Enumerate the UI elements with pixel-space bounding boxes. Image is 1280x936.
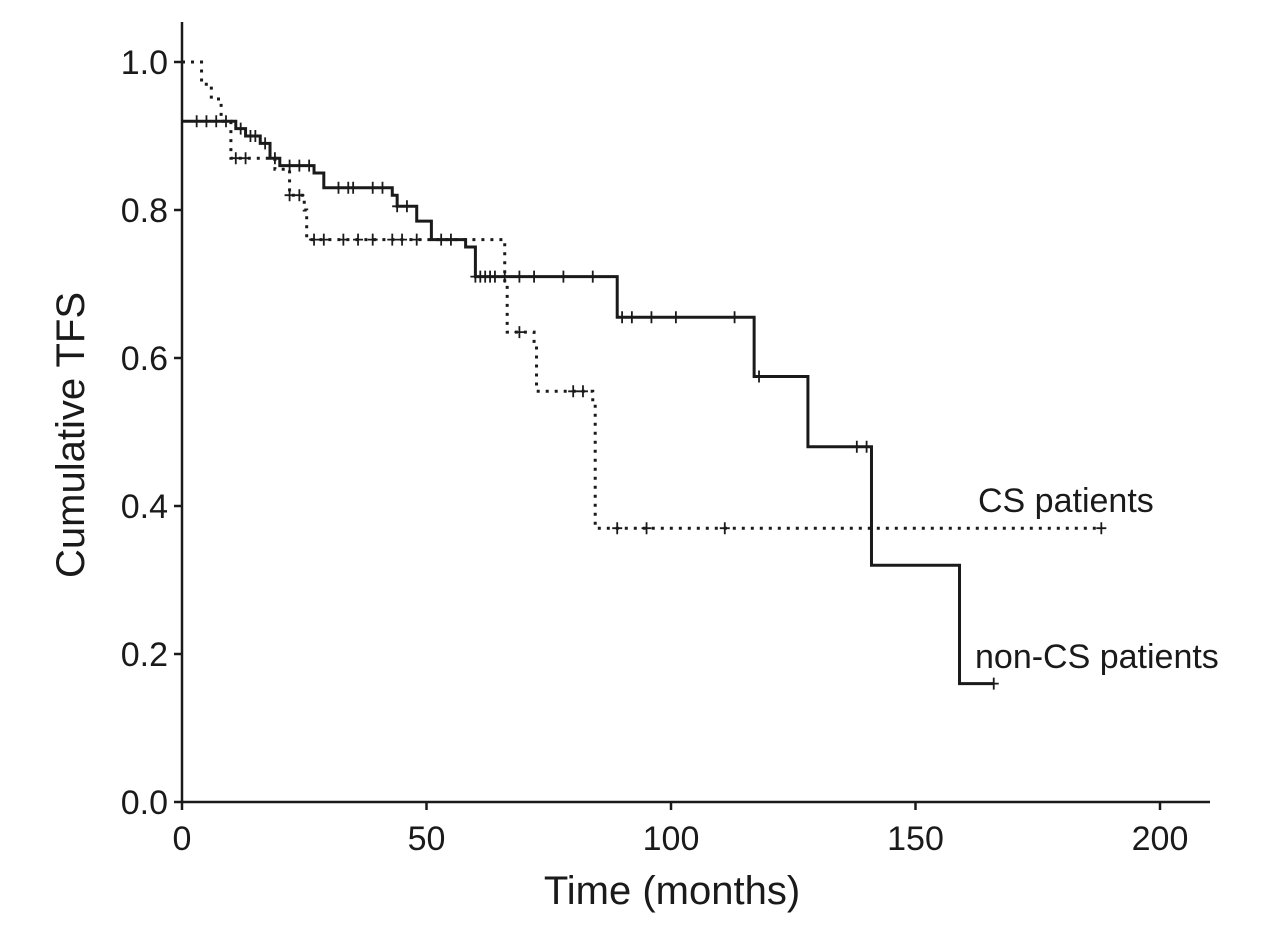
censor-mark: [411, 233, 422, 246]
censor-mark: [348, 181, 359, 194]
y-tick-label: 0.4: [121, 488, 168, 526]
censor-mark: [719, 522, 730, 535]
x-ticks: 0 50 100 150 200: [173, 802, 1189, 858]
censor-mark: [489, 270, 500, 283]
censor-mark: [221, 115, 232, 128]
y-tick-label: 0.2: [121, 636, 168, 674]
censor-mark: [367, 233, 378, 246]
censor-mark: [318, 233, 329, 246]
censor-mark: [529, 270, 540, 283]
censor-mark: [201, 115, 212, 128]
censor-mark: [338, 233, 349, 246]
censor-mark: [294, 189, 305, 202]
censor-mark: [729, 311, 740, 324]
censor-mark: [304, 159, 315, 172]
censor-mark: [988, 677, 999, 690]
censor-mark: [309, 233, 320, 246]
censor-mark: [558, 270, 569, 283]
censor-mark: [577, 385, 588, 398]
x-tick-label: 100: [643, 820, 700, 858]
censor-mark: [367, 181, 378, 194]
censor-mark: [401, 200, 412, 213]
x-tick-label: 200: [1132, 820, 1189, 858]
censor-mark: [387, 233, 398, 246]
censor-mark: [568, 385, 579, 398]
censor-mark: [851, 440, 862, 453]
y-ticks: 0.0 0.2 0.4 0.6 0.8 1.0: [121, 44, 182, 822]
censor-mark: [626, 311, 637, 324]
y-tick-label: 0.8: [121, 192, 168, 230]
censor-mark: [353, 233, 364, 246]
censor-mark: [754, 370, 765, 383]
censor-mark: [235, 122, 246, 135]
censor-mark: [260, 137, 271, 150]
censor-mark: [250, 130, 261, 142]
censor-mark: [646, 311, 657, 324]
censor-mark: [587, 270, 598, 283]
censor-mark: [230, 152, 241, 165]
censor-mark: [1096, 522, 1107, 535]
censor-mark: [397, 233, 408, 246]
y-tick-label: 1.0: [121, 44, 168, 82]
censor-mark: [641, 522, 652, 535]
series-label-cs: CS patients: [978, 482, 1154, 520]
x-tick-label: 0: [173, 820, 192, 858]
cs-curve: [182, 60, 1102, 530]
censor-mark: [514, 270, 525, 283]
x-tick-label: 50: [408, 820, 446, 858]
censor-mark: [284, 189, 295, 202]
y-tick-label: 0.0: [121, 784, 168, 822]
censor-mark: [612, 522, 623, 535]
censor-mark: [240, 152, 251, 165]
series-label-non-cs: non-CS patients: [975, 638, 1219, 676]
censor-mark: [436, 233, 447, 246]
censor-mark: [617, 311, 628, 324]
non-cs-curve: [182, 119, 994, 686]
censor-mark: [269, 152, 280, 165]
censor-marks: [191, 115, 1107, 690]
censor-mark: [445, 233, 456, 246]
censor-mark: [284, 159, 295, 172]
censor-mark: [861, 440, 872, 453]
censor-mark: [514, 326, 525, 339]
censor-mark: [392, 200, 403, 213]
censor-mark: [377, 181, 388, 194]
x-axis-title: Time (months): [544, 869, 800, 913]
censor-mark: [294, 159, 305, 172]
censor-mark: [191, 115, 202, 128]
x-tick-label: 150: [887, 820, 944, 858]
y-axis-title: Cumulative TFS: [49, 292, 93, 578]
censor-mark: [499, 270, 510, 283]
y-tick-label: 0.6: [121, 340, 168, 378]
censor-mark: [333, 181, 344, 194]
censor-mark: [670, 311, 681, 324]
censor-mark: [211, 115, 222, 128]
survival-curves: [182, 60, 1102, 686]
